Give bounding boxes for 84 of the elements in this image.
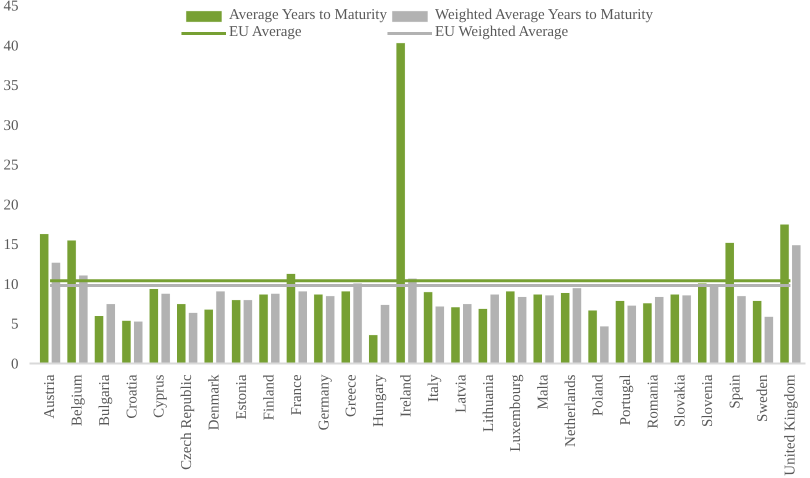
bar — [627, 305, 637, 364]
x-tick-label: Austria — [42, 374, 58, 419]
x-tick-label: Belgium — [69, 374, 86, 426]
bar — [149, 288, 159, 364]
legend-label: EU Average — [228, 24, 302, 41]
x-tick-label: Slovakia — [672, 374, 689, 427]
x-tick-label: Slovenia — [700, 374, 716, 427]
bar — [670, 294, 680, 364]
x-tick-label: Finland — [261, 374, 278, 420]
bar — [325, 296, 335, 364]
bar — [231, 300, 241, 364]
x-tick-label: Luxembourg — [508, 374, 524, 452]
bar — [368, 334, 378, 364]
x-tick-label: Denmark — [206, 374, 223, 430]
bar — [752, 300, 762, 364]
x-tick-label: Romania — [645, 374, 662, 429]
bar — [314, 294, 324, 364]
bar — [216, 290, 226, 364]
legend-label: Weighted Average Years to Maturity — [434, 7, 654, 24]
legend-label: EU Weighted Average — [434, 24, 568, 41]
bar — [532, 294, 543, 364]
bar — [506, 290, 516, 364]
bar — [654, 296, 664, 364]
bar — [133, 321, 143, 364]
x-tick-label: Croatia — [124, 374, 140, 419]
bar — [736, 296, 746, 364]
bar — [341, 290, 351, 364]
x-tick-label: Sweden — [755, 374, 771, 422]
bar — [258, 294, 268, 364]
x-tick-label: Hungary — [371, 374, 388, 427]
x-tick-label: Netherlands — [563, 374, 580, 447]
x-tick-label: France — [288, 374, 305, 416]
y-tick-label: 15 — [4, 237, 18, 254]
bar — [204, 309, 214, 364]
bar — [160, 293, 170, 364]
y-tick-label: 30 — [4, 118, 18, 134]
y-tick-label: 20 — [4, 197, 18, 214]
bar — [615, 300, 625, 364]
bar — [490, 294, 500, 364]
x-tick-label: Czech Republic — [179, 374, 196, 470]
bar — [588, 310, 598, 364]
legend-label: Average Years to Maturity — [228, 7, 387, 24]
x-tick-label: Italy — [426, 374, 442, 402]
bar — [435, 306, 445, 364]
x-tick-label: Greece — [344, 374, 360, 417]
y-tick-label: 40 — [4, 38, 18, 54]
x-tick-label: Poland — [590, 374, 606, 416]
y-tick-label: 5 — [11, 316, 18, 333]
x-tick-label: Malta — [536, 374, 552, 410]
y-tick-label: 10 — [4, 276, 18, 293]
x-tick-label: Portugal — [618, 374, 634, 426]
bar — [298, 290, 308, 364]
x-tick-label: Estonia — [234, 374, 250, 420]
bar — [380, 304, 390, 364]
x-tick-label: Ireland — [398, 374, 415, 417]
bar — [188, 312, 198, 364]
bar — [176, 304, 186, 364]
bar — [94, 316, 104, 364]
bar — [122, 320, 132, 364]
y-tick-label: 45 — [4, 0, 18, 14]
x-tick-label: Cyprus — [152, 374, 168, 418]
bar — [544, 294, 554, 364]
bar — [642, 302, 652, 364]
bar — [600, 326, 610, 364]
bar — [423, 292, 433, 364]
x-tick-label: United Kingdom — [782, 374, 798, 476]
bar — [560, 292, 570, 364]
x-tick-label: Bulgaria — [96, 374, 113, 426]
x-tick-label: Spain — [728, 374, 744, 409]
y-tick-label: 35 — [4, 78, 18, 94]
bar — [243, 300, 253, 364]
bar — [478, 308, 488, 364]
bar — [450, 306, 460, 364]
y-tick-label: 0 — [11, 356, 18, 372]
bar — [270, 293, 280, 364]
x-tick-label: Germany — [316, 374, 332, 430]
bar — [106, 304, 116, 364]
bar — [462, 304, 472, 364]
bar — [764, 316, 774, 364]
y-tick-label: 25 — [4, 158, 18, 174]
bar — [682, 294, 692, 364]
bar — [517, 296, 527, 364]
x-tick-label: Latvia — [453, 374, 470, 413]
x-tick-label: Lithuania — [480, 374, 497, 432]
